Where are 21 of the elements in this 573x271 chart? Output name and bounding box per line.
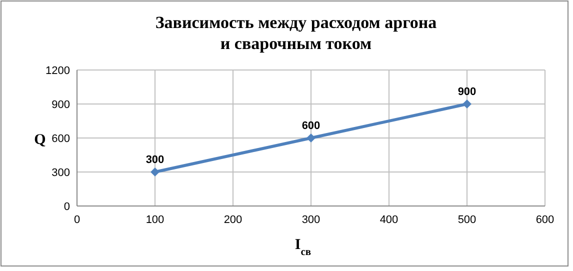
y-tick-label: 1200 [46, 64, 70, 77]
x-tick-label: 200 [224, 214, 242, 226]
x-tick-label: 500 [458, 214, 476, 226]
point [306, 134, 316, 142]
point [150, 168, 160, 176]
x-tick-label: 400 [380, 214, 398, 226]
y-tick-label: 600 [52, 132, 70, 145]
y-tick-label: 300 [52, 166, 70, 179]
x-tick-label: 600 [536, 214, 554, 226]
y-tick-label: 0 [64, 200, 70, 213]
point [462, 100, 472, 108]
data-label: 900 [458, 86, 476, 98]
x-tick-label: 0 [74, 214, 80, 226]
x-axis-title: I$_{св}$ [294, 237, 312, 258]
x-tick-label: 300 [302, 214, 320, 226]
x-tick-label: 100 [146, 214, 164, 226]
y-axis-title: Q [34, 132, 46, 148]
chart-title: Зависимость между расходом аргона и сварочным током [155, 13, 438, 53]
data-label: 600 [302, 120, 320, 132]
data-label: 300 [146, 154, 164, 166]
y-tick-label: 900 [52, 98, 70, 111]
